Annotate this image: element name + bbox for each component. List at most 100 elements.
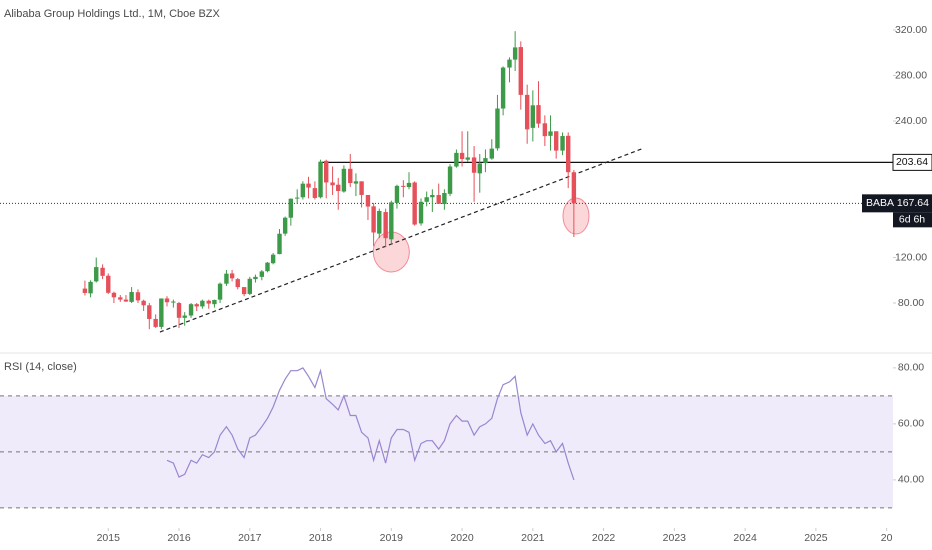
candle (217, 282, 223, 304)
candle (359, 181, 364, 208)
candle (560, 132, 565, 156)
candle (454, 149, 459, 168)
candle-body (454, 152, 459, 167)
countdown: 6d 6h (899, 214, 925, 226)
candle-body (153, 318, 158, 327)
candle-body (253, 276, 258, 280)
candle (94, 257, 99, 283)
candle (365, 194, 371, 220)
candle (88, 280, 93, 298)
candle (341, 165, 347, 193)
candle (489, 139, 494, 160)
candle-body (111, 292, 117, 298)
candle-body (436, 194, 441, 204)
candle-body (394, 185, 400, 203)
candle (200, 299, 205, 309)
candle (270, 252, 276, 265)
candle-body (348, 168, 353, 184)
candle-body (129, 291, 134, 302)
x-tick-label: 2018 (309, 532, 333, 544)
candle (330, 166, 335, 195)
rsi-band (0, 395, 893, 508)
candle-body (459, 152, 465, 160)
candle-body (100, 267, 105, 276)
candle-body (353, 181, 359, 184)
y-tick-label: 240.00 (895, 115, 927, 127)
candle-body (507, 59, 512, 68)
candle (447, 164, 453, 197)
candle-body (495, 108, 500, 149)
candle (164, 296, 170, 307)
candle (253, 274, 258, 283)
candle-body (412, 182, 417, 225)
candle (176, 301, 182, 329)
candle (542, 115, 548, 147)
candle (418, 198, 424, 226)
candle (507, 57, 512, 83)
candle (566, 132, 571, 189)
candle-body (418, 201, 424, 224)
candle-body (560, 136, 565, 151)
y-tick-label: 280.00 (895, 69, 927, 81)
candle-body (341, 168, 347, 192)
candle-body (194, 304, 199, 307)
candle-body (270, 254, 276, 264)
x-tick-label: 2022 (592, 532, 616, 544)
candle (259, 270, 265, 281)
x-tick-label: 2021 (521, 532, 545, 544)
candle (123, 295, 129, 302)
candle (141, 299, 146, 311)
candle (135, 289, 141, 304)
y-tick-label: 60.00 (898, 418, 924, 430)
candle (477, 154, 482, 193)
candle (536, 81, 541, 128)
candle-body (288, 198, 294, 218)
candle-body (524, 94, 530, 130)
chart-title: Alibaba Group Holdings Ltd., 1M, Cboe BZ… (4, 8, 221, 20)
candle-body (159, 298, 164, 327)
x-tick-label: 20 (881, 532, 893, 544)
candle-body (542, 123, 548, 137)
candle (159, 298, 164, 330)
candle (524, 84, 530, 144)
candle-body (371, 206, 376, 233)
candle (318, 159, 323, 199)
candle-body (118, 297, 123, 300)
x-tick-label: 2016 (167, 532, 191, 544)
candle (171, 299, 176, 308)
candle (324, 159, 329, 199)
candle-body (265, 262, 270, 272)
candle (383, 208, 388, 248)
candle (459, 131, 465, 167)
candle (265, 262, 270, 273)
candle-body (312, 188, 318, 198)
candle (348, 154, 353, 188)
candle-body (566, 135, 571, 173)
candle-body (88, 281, 93, 294)
indicator-title: RSI (14, close) (4, 361, 77, 373)
candle (371, 202, 376, 247)
x-tick-label: 2015 (97, 532, 121, 544)
candle-body (188, 304, 194, 316)
candle (401, 180, 406, 198)
candle-body (536, 105, 541, 124)
candle (188, 303, 194, 318)
candle (153, 314, 158, 329)
candle (495, 94, 500, 151)
candle-body (200, 300, 205, 307)
candle-body (277, 233, 282, 255)
candle (241, 287, 247, 297)
candle-body (318, 161, 323, 198)
rsi-line (166, 367, 575, 481)
candle (553, 131, 559, 159)
candle-body (182, 315, 187, 318)
candle (118, 295, 123, 302)
candle (129, 287, 134, 304)
y-tick-label: 80.00 (898, 362, 924, 374)
x-tick-label: 2020 (450, 532, 474, 544)
candle-body (389, 202, 394, 240)
candle (235, 277, 240, 290)
candle (111, 291, 117, 304)
candle (277, 229, 282, 255)
candle-body (224, 273, 229, 284)
